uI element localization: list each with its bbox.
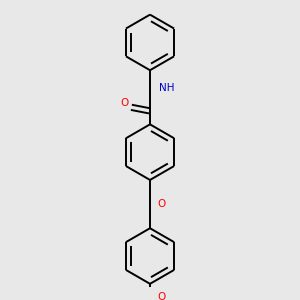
Text: O: O <box>120 98 128 108</box>
Text: NH: NH <box>159 83 175 93</box>
Text: O: O <box>157 199 166 209</box>
Text: O: O <box>157 292 166 300</box>
